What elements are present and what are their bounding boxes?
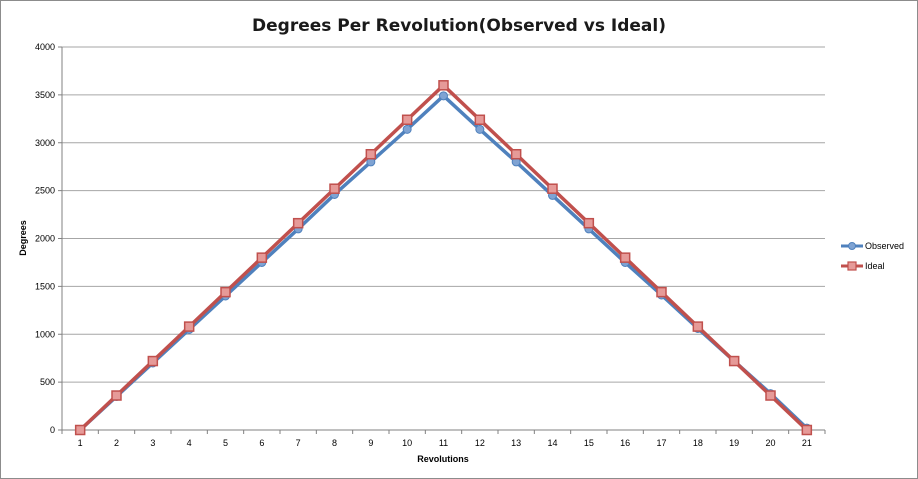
legend: Observed Ideal — [841, 241, 904, 271]
data-point-ideal — [547, 183, 558, 194]
legend-item-ideal: Ideal — [841, 261, 885, 271]
x-tick-label: 17 — [656, 438, 666, 448]
x-tick-label: 2 — [114, 438, 119, 448]
legend-marker — [848, 242, 856, 250]
data-point-ideal — [329, 183, 340, 194]
data-point-ideal — [510, 148, 522, 160]
data-point-observed — [475, 124, 485, 134]
x-tick-label: 16 — [620, 438, 630, 448]
x-tick-label: 12 — [475, 438, 485, 448]
x-tick-label: 7 — [296, 438, 301, 448]
x-tick-label: 13 — [511, 438, 521, 448]
y-tick-label: 2000 — [35, 234, 55, 244]
x-tick-label: 19 — [729, 438, 739, 448]
x-tick-label: 10 — [402, 438, 412, 448]
x-tick-label: 11 — [439, 438, 448, 448]
x-tick-label: 6 — [259, 438, 264, 448]
data-point-ideal — [183, 321, 195, 332]
legend-label: Observed — [865, 241, 904, 251]
legend-label: Ideal — [865, 261, 885, 271]
series-line-observed — [78, 94, 809, 432]
legend-marker — [847, 261, 857, 271]
x-tick-label: 4 — [187, 438, 192, 448]
data-point-ideal — [728, 355, 740, 367]
legend-item-observed: Observed — [841, 241, 904, 251]
axes — [58, 46, 826, 434]
x-tick-label: 18 — [693, 438, 703, 448]
x-tick-label: 5 — [223, 438, 228, 448]
x-tick-label: 20 — [765, 438, 775, 448]
y-tick-label: 3000 — [35, 138, 55, 148]
data-point-ideal — [74, 424, 86, 436]
y-tick-labels: 0 500 1000 1500 2000 2500 3000 3500 4000 — [35, 42, 55, 435]
data-point-ideal — [619, 252, 631, 263]
data-point-observed — [402, 124, 412, 134]
y-axis-label: Degrees — [18, 220, 28, 256]
y-tick-label: 1500 — [35, 281, 55, 291]
data-point-ideal — [801, 424, 813, 436]
x-axis-label: Revolutions — [417, 454, 469, 464]
x-tick-label: 1 — [78, 438, 83, 448]
data-point-ideal — [438, 80, 449, 91]
y-tick-label: 4000 — [35, 42, 55, 52]
data-point-ideal — [365, 148, 377, 160]
data-point-ideal — [474, 114, 486, 126]
x-tick-label: 14 — [547, 438, 557, 448]
data-point-ideal — [256, 252, 268, 263]
y-tick-label: 1000 — [35, 329, 55, 339]
x-tick-label: 21 — [802, 438, 812, 448]
chart-title: Degrees Per Revolution(Observed vs Ideal… — [252, 16, 666, 36]
x-tick-label: 15 — [584, 438, 594, 448]
gridlines — [62, 46, 825, 383]
x-tick-label: 9 — [368, 438, 373, 448]
y-tick-label: 0 — [50, 425, 55, 435]
x-tick-labels: 1 2 3 4 5 6 7 8 9 10 11 12 13 14 15 16 17 18 19 20 21 — [78, 438, 812, 448]
y-tick-label: 500 — [40, 377, 55, 387]
data-point-ideal — [111, 390, 122, 401]
y-tick-label: 3500 — [35, 90, 55, 100]
x-tick-label: 8 — [332, 438, 337, 448]
data-point-ideal — [220, 286, 231, 298]
data-point-ideal — [656, 286, 667, 298]
series-ideal — [74, 80, 813, 436]
data-point-ideal — [401, 114, 413, 126]
series-layer — [74, 80, 813, 436]
data-point-ideal — [583, 217, 595, 229]
data-point-ideal — [692, 321, 704, 332]
series-line-ideal — [78, 83, 809, 432]
data-point-observed — [439, 91, 448, 101]
x-tick-label: 3 — [150, 438, 155, 448]
data-point-ideal — [292, 217, 304, 229]
data-point-ideal — [765, 390, 776, 401]
y-tick-label: 2500 — [35, 186, 55, 196]
data-point-ideal — [147, 355, 159, 367]
